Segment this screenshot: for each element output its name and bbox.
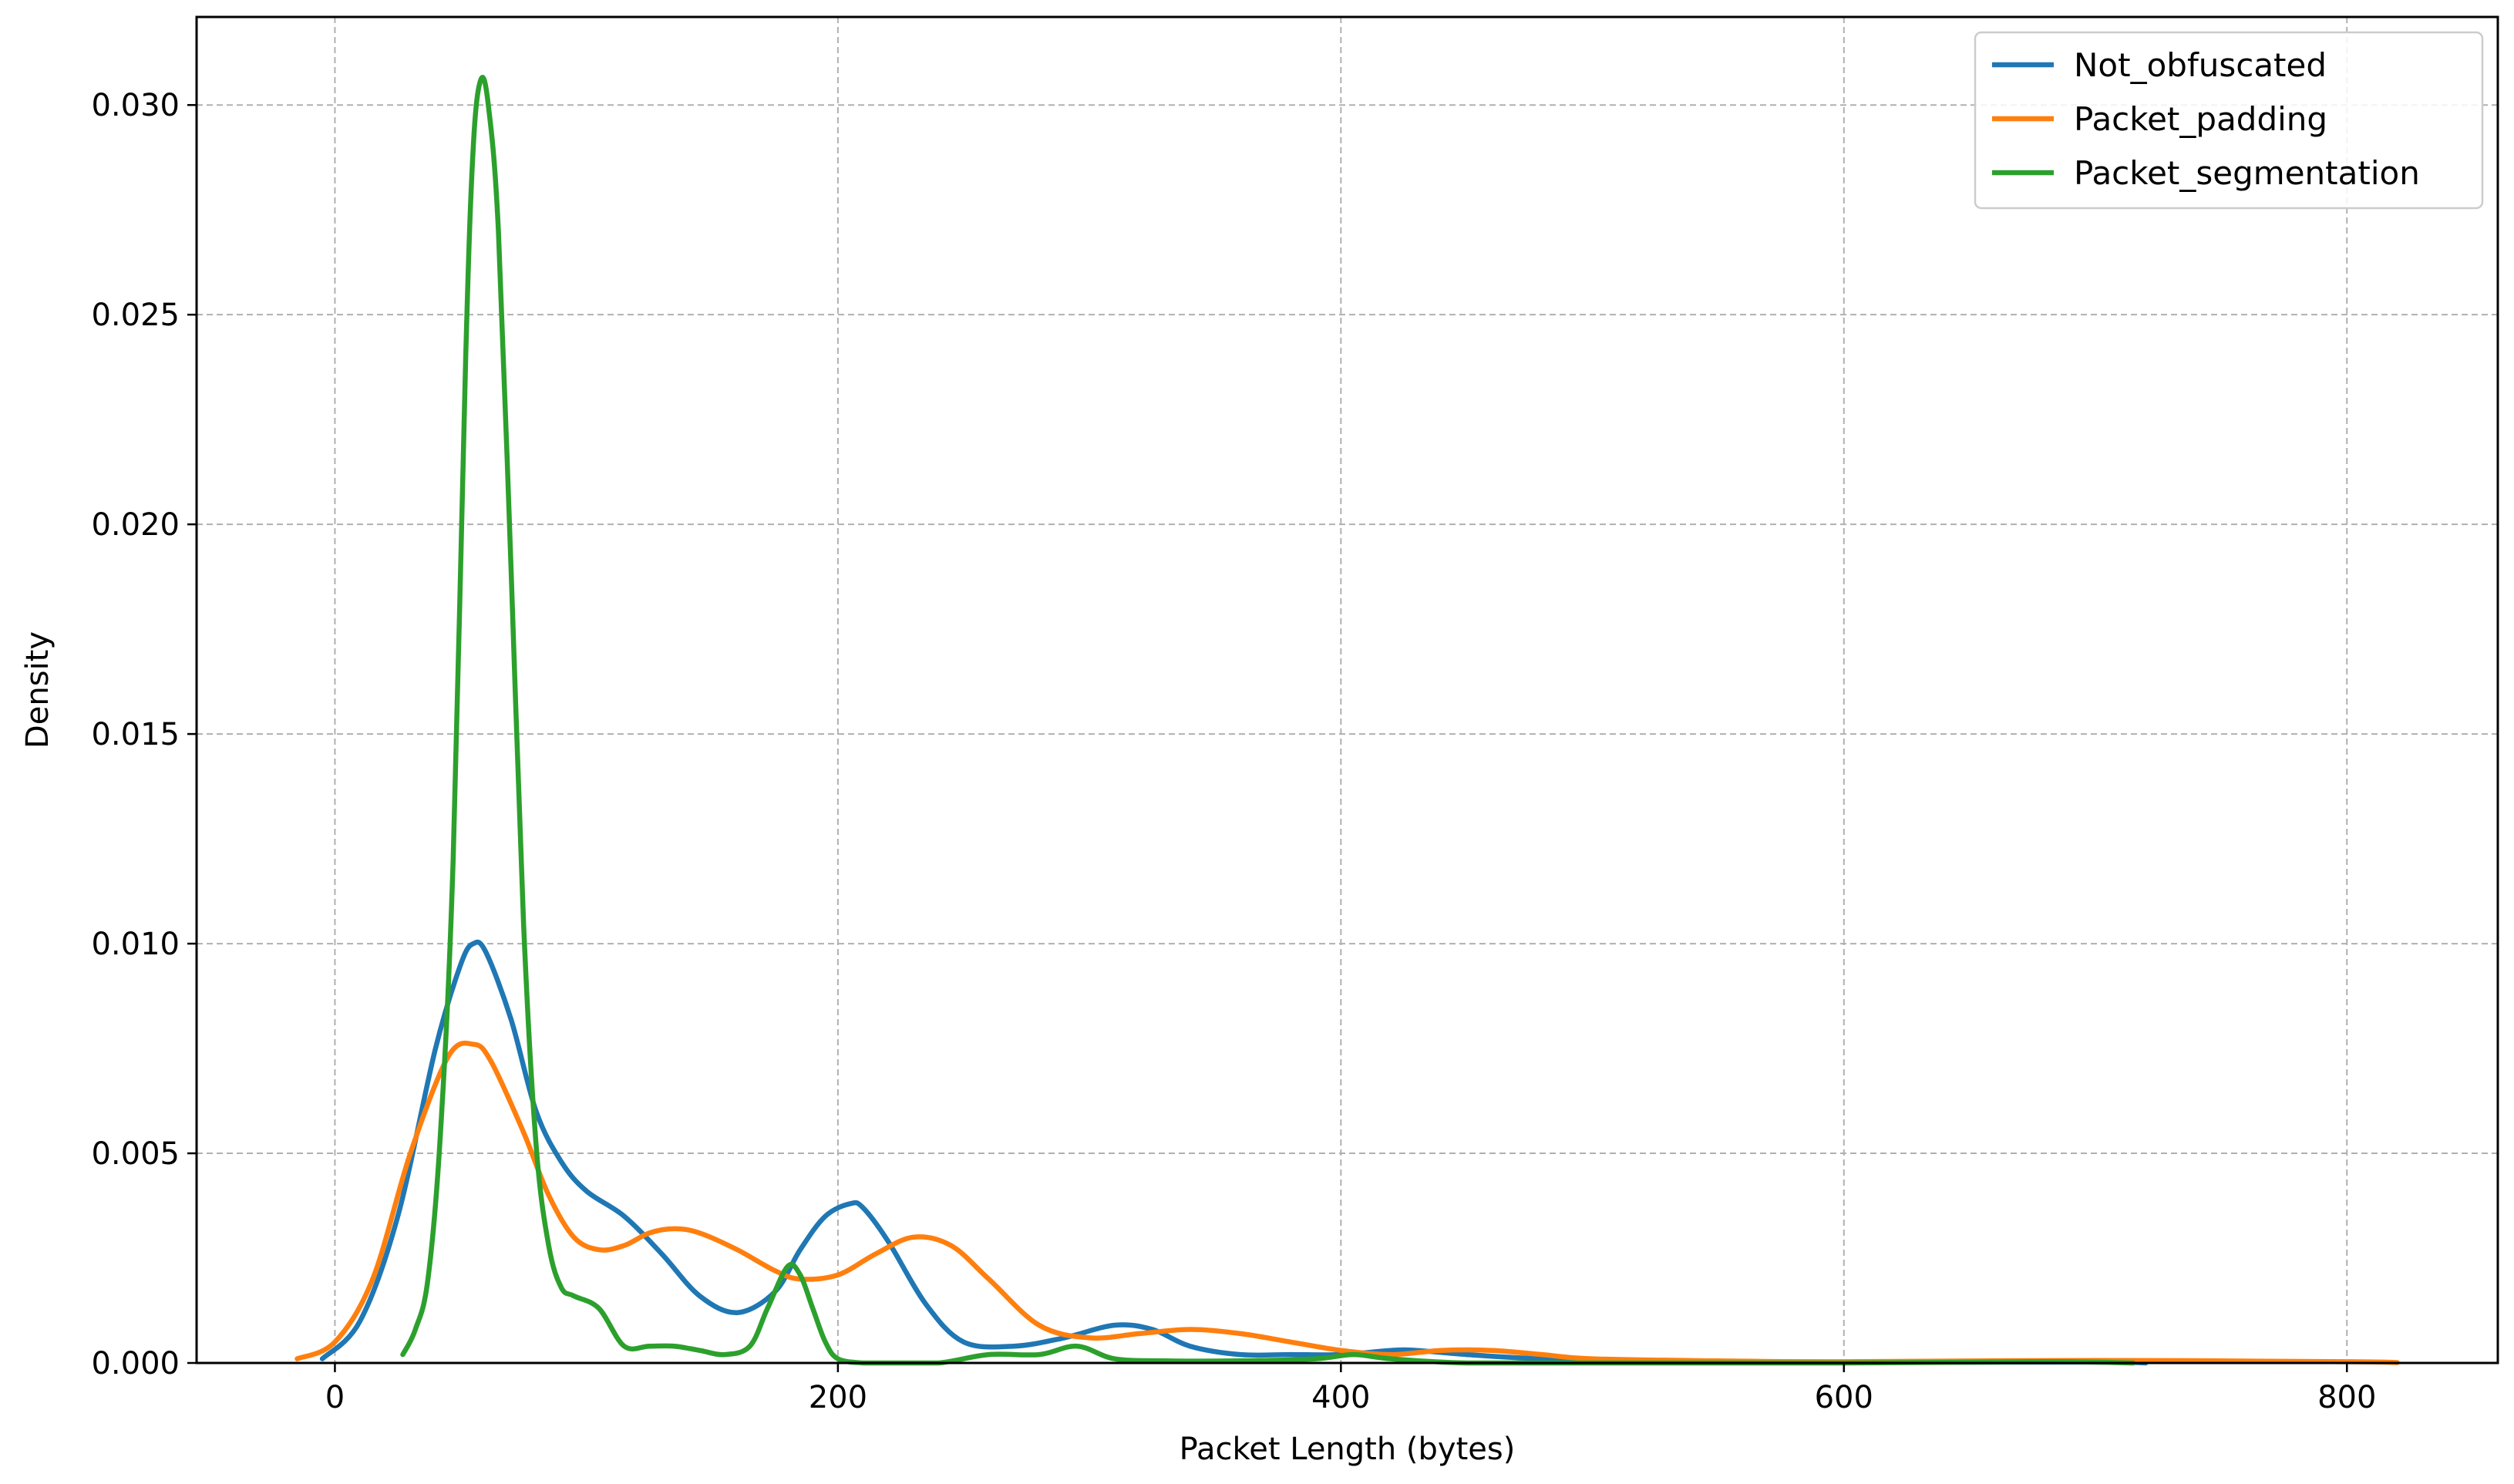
series-line-packet-segmentation — [400, 75, 2136, 1366]
x-tick-label: 200 — [809, 1380, 867, 1415]
legend-label: Not_obfuscated — [2074, 46, 2327, 84]
x-axis-label: Packet Length (bytes) — [1180, 1432, 1516, 1467]
legend: Not_obfuscated Packet_padding Packet_segme… — [1974, 31, 2484, 210]
x-tick-label: 400 — [1311, 1380, 1370, 1415]
legend-box — [1974, 31, 2484, 210]
axis-ticks: 0 200 400 600 800 0.000 0.005 0.010 0.015 0.020 0.… — [91, 88, 2376, 1415]
x-tick-label: 800 — [2317, 1380, 2376, 1415]
x-tick-label: 0 — [325, 1380, 345, 1415]
y-tick-label: 0.030 — [91, 88, 180, 123]
legend-label: Packet_padding — [2074, 100, 2327, 138]
y-tick-label: 0.010 — [91, 927, 180, 962]
series-lines — [294, 75, 2400, 1366]
legend-label: Packet_segmentation — [2074, 154, 2420, 192]
y-tick-label: 0.020 — [91, 507, 180, 543]
series-line-not-obfuscated — [319, 939, 2149, 1366]
y-tick-label: 0.025 — [91, 298, 180, 333]
y-axis-label: Density — [20, 631, 56, 749]
y-tick-label: 0.005 — [91, 1136, 180, 1172]
series-line-packet-padding — [294, 1040, 2400, 1365]
x-tick-label: 600 — [1815, 1380, 1873, 1415]
plot-frame — [195, 15, 2499, 1365]
y-tick-label: 0.015 — [91, 717, 180, 752]
y-tick-label: 0.000 — [91, 1346, 180, 1381]
